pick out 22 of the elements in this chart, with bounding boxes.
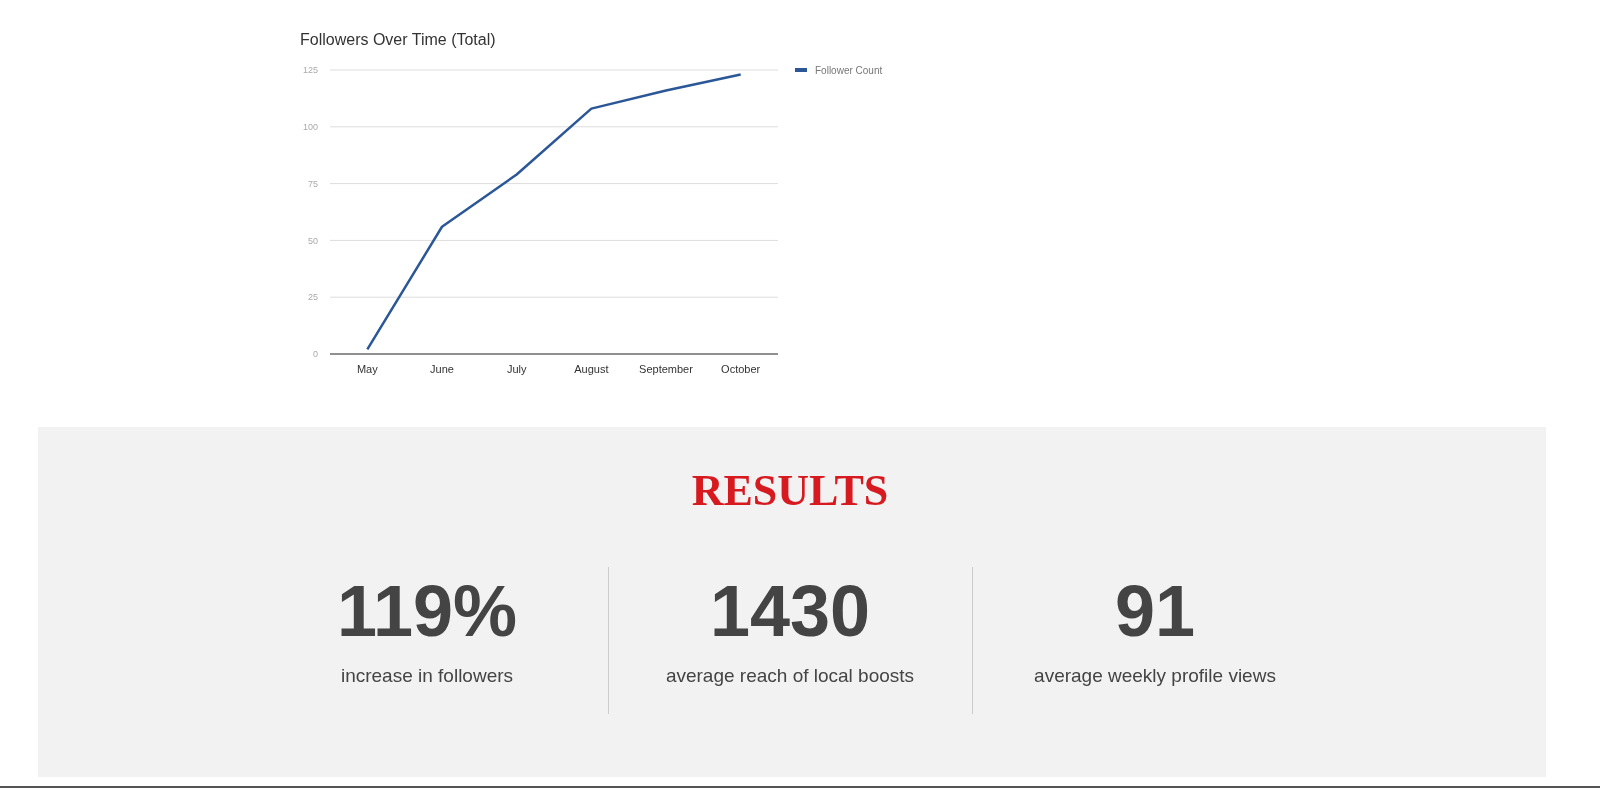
y-tick-label: 125	[302, 65, 318, 76]
y-tick-label: 25	[307, 292, 318, 303]
line-series	[366, 73, 742, 351]
text: increase in followers	[340, 665, 514, 686]
text: 91	[1114, 571, 1196, 651]
chart-title: Followers Over Time (Total)	[300, 31, 496, 48]
text: average weekly profile views	[1034, 665, 1276, 686]
text: RESULTS	[691, 466, 889, 515]
x-tick-label: July	[506, 363, 527, 375]
x-tick-label: May	[356, 363, 379, 375]
x-tick-label: June	[430, 363, 454, 375]
y-tick-label: 75	[307, 178, 318, 189]
x-tick-label: August	[574, 363, 609, 375]
legend-label: Follower Count	[815, 64, 883, 76]
text: average reach of local boosts	[665, 665, 915, 686]
text: 119%	[336, 571, 518, 651]
x-tick-label: October	[721, 363, 761, 375]
y-tick-label: 0	[312, 349, 318, 360]
y-tick-label: 100	[302, 121, 318, 132]
y-tick-label: 50	[307, 235, 318, 246]
x-tick-label: September	[639, 363, 694, 375]
text: 1430	[709, 571, 871, 651]
